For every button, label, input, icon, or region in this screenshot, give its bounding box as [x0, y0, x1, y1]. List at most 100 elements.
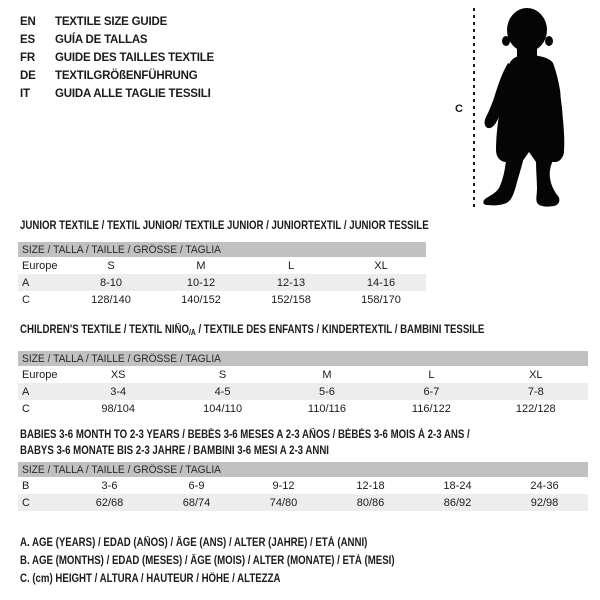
height-measure-dashed-line: [473, 8, 475, 210]
heading-part: BABIES 3-6 MONTH TO 2-3 YEARS / BEBÉS 3-…: [20, 429, 470, 441]
measurement-row: A 8-10 10-12 12-13 14-16: [18, 274, 426, 291]
size-value: 8-10: [99, 276, 123, 289]
size-value: 62/68: [95, 496, 124, 509]
measurement-row: B 3-6 6-9 9-12 12-18 18-24 24-36: [18, 477, 588, 494]
language-row: IT GUIDA ALLE TAGLIE TESSILI: [20, 85, 214, 103]
heading-part: CHILDREN'S TEXTILE / TEXTIL NIÑO: [20, 324, 190, 336]
section-heading: CHILDREN'S TEXTILE / TEXTIL NIÑO/A / TEX…: [20, 322, 573, 341]
heading-part: BABYS 3-6 MONATE BIS 2-3 JAHRE / BAMBINI…: [20, 445, 329, 457]
language-code: IT: [20, 88, 30, 100]
size-value: 92/98: [530, 496, 559, 509]
row-label: C: [22, 402, 30, 415]
size-value: 9-12: [272, 479, 295, 492]
size-value: 122/128: [515, 402, 556, 415]
heading-part: JUNIOR TEXTILE / TEXTIL JUNIOR/ TEXTILE …: [20, 220, 429, 232]
size-value: S: [218, 368, 227, 381]
heading-line: CHILDREN'S TEXTILE / TEXTIL NIÑO/A / TEX…: [20, 322, 573, 341]
size-value: L: [428, 368, 435, 381]
heading-part: / TEXTILE DES ENFANTS / KINDERTEXTIL / B…: [195, 324, 485, 336]
language-code: ES: [20, 34, 35, 46]
measurement-row: A 3-4 4-5 5-6 6-7 7-8: [18, 383, 588, 400]
row-label: A: [22, 385, 30, 398]
language-row: EN TEXTILE SIZE GUIDE: [20, 13, 214, 31]
footnote-text: A. AGE (YEARS) / EDAD (AÑOS) / ÂGE (ANS)…: [20, 537, 368, 549]
size-value: 3-4: [110, 385, 127, 398]
size-value: 158/170: [361, 293, 401, 306]
size-value: 128/140: [91, 293, 131, 306]
size-value: 74/80: [269, 496, 298, 509]
section-heading: BABIES 3-6 MONTH TO 2-3 YEARS / BEBÉS 3-…: [20, 427, 555, 459]
row-label: A: [22, 276, 30, 289]
footnote-legend: A. AGE (YEARS) / EDAD (AÑOS) / ÂGE (ANS)…: [20, 537, 466, 591]
size-header-label: SIZE / TALLA / TAILLE / GRÖSSE / TAGLIA: [22, 352, 222, 365]
size-value: 140/152: [181, 293, 221, 306]
size-table: SIZE / TALLA / TAILLE / GRÖSSE / TAGLIA E…: [18, 242, 426, 308]
size-value: 3-6: [101, 479, 118, 492]
size-value: M: [322, 368, 332, 381]
height-measure-label: C: [455, 103, 463, 115]
size-value: 12-13: [276, 276, 306, 289]
row-label: C: [22, 293, 30, 306]
size-value: 80/86: [356, 496, 385, 509]
footnote-line: B. AGE (MONTHS) / EDAD (MESES) / ÂGE (MO…: [20, 555, 466, 573]
size-value: 10-12: [186, 276, 216, 289]
size-header-bar: SIZE / TALLA / TAILLE / GRÖSSE / TAGLIA: [18, 462, 588, 477]
heading-line: JUNIOR TEXTILE / TEXTIL JUNIOR/ TEXTILE …: [20, 218, 506, 234]
measurement-row: C 62/68 68/74 74/80 80/86 86/92 92/98: [18, 494, 588, 511]
size-value: 68/74: [182, 496, 211, 509]
language-title: GUÍA DE TALLAS: [55, 34, 148, 46]
size-header-bar: SIZE / TALLA / TAILLE / GRÖSSE / TAGLIA: [18, 351, 588, 366]
measurement-row: C 98/104 104/110 110/116 116/122 122/128: [18, 400, 588, 417]
size-header-label: SIZE / TALLA / TAILLE / GRÖSSE / TAGLIA: [22, 243, 222, 256]
language-title: GUIDA ALLE TAGLIE TESSILI: [55, 88, 211, 100]
language-list: EN TEXTILE SIZE GUIDE ES GUÍA DE TALLAS FR GU…: [20, 13, 214, 103]
size-value: S: [107, 259, 115, 272]
size-value: 4-5: [214, 385, 231, 398]
footnote-text: B. AGE (MONTHS) / EDAD (MESES) / ÂGE (MO…: [20, 555, 395, 567]
language-code: EN: [20, 16, 36, 28]
size-value: 5-6: [319, 385, 335, 398]
heading-text: BABIES 3-6 MONTH TO 2-3 YEARS / BEBÉS 3-…: [20, 427, 470, 443]
footnote-text: C. (cm) HEIGHT / ALTURA / HAUTEUR / HÖHE…: [20, 573, 281, 585]
heading-text: CHILDREN'S TEXTILE / TEXTIL NIÑO/A / TEX…: [20, 322, 484, 341]
size-value: 116/122: [411, 402, 451, 415]
size-value: 6-9: [188, 479, 205, 492]
size-value: 14-16: [366, 276, 396, 289]
size-value: 18-24: [443, 479, 472, 492]
size-value: XL: [529, 368, 543, 381]
language-title: TEXTILGRÖßENFÜHRUNG: [55, 70, 198, 82]
language-row: DE TEXTILGRÖßENFÜHRUNG: [20, 67, 214, 85]
size-value: XL: [374, 259, 388, 272]
size-value: 110/116: [307, 402, 347, 415]
measurement-row: C 128/140 140/152 152/158 158/170: [18, 291, 426, 308]
size-value: 6-7: [423, 385, 440, 398]
language-row: FR GUIDE DES TAILLES TEXTILE: [20, 49, 214, 67]
size-value: 12-18: [356, 479, 385, 492]
size-table: SIZE / TALLA / TAILLE / GRÖSSE / TAGLIA B…: [18, 462, 588, 511]
row-label: Europe: [22, 259, 58, 272]
size-table: SIZE / TALLA / TAILLE / GRÖSSE / TAGLIA E…: [18, 351, 588, 417]
heading-text: BABYS 3-6 MONATE BIS 2-3 JAHRE / BAMBINI…: [20, 443, 329, 459]
footnote-line: C. (cm) HEIGHT / ALTURA / HAUTEUR / HÖHE…: [20, 573, 466, 591]
size-value: M: [196, 259, 206, 272]
language-code: DE: [20, 70, 36, 82]
size-value: 86/92: [443, 496, 472, 509]
size-header-bar: SIZE / TALLA / TAILLE / GRÖSSE / TAGLIA: [18, 242, 426, 257]
heading-line: BABYS 3-6 MONATE BIS 2-3 JAHRE / BAMBINI…: [20, 443, 555, 459]
section-heading: JUNIOR TEXTILE / TEXTIL JUNIOR/ TEXTILE …: [20, 218, 506, 234]
row-label: Europe: [22, 368, 58, 381]
size-header-label: SIZE / TALLA / TAILLE / GRÖSSE / TAGLIA: [22, 463, 222, 476]
footnote-line: A. AGE (YEARS) / EDAD (AÑOS) / ÂGE (ANS)…: [20, 537, 466, 555]
size-value: 24-36: [530, 479, 559, 492]
size-value: L: [287, 259, 295, 272]
row-label: B: [22, 479, 30, 492]
toddler-silhouette-icon: [483, 8, 565, 207]
row-label: C: [22, 496, 30, 509]
size-value: 152/158: [271, 293, 311, 306]
size-value: 104/110: [203, 402, 243, 415]
language-title: TEXTILE SIZE GUIDE: [55, 16, 168, 28]
size-name-row: Europe XS S M L XL: [18, 366, 588, 383]
size-name-row: Europe S M L XL: [18, 257, 426, 274]
heading-text: JUNIOR TEXTILE / TEXTIL JUNIOR/ TEXTILE …: [20, 218, 429, 234]
